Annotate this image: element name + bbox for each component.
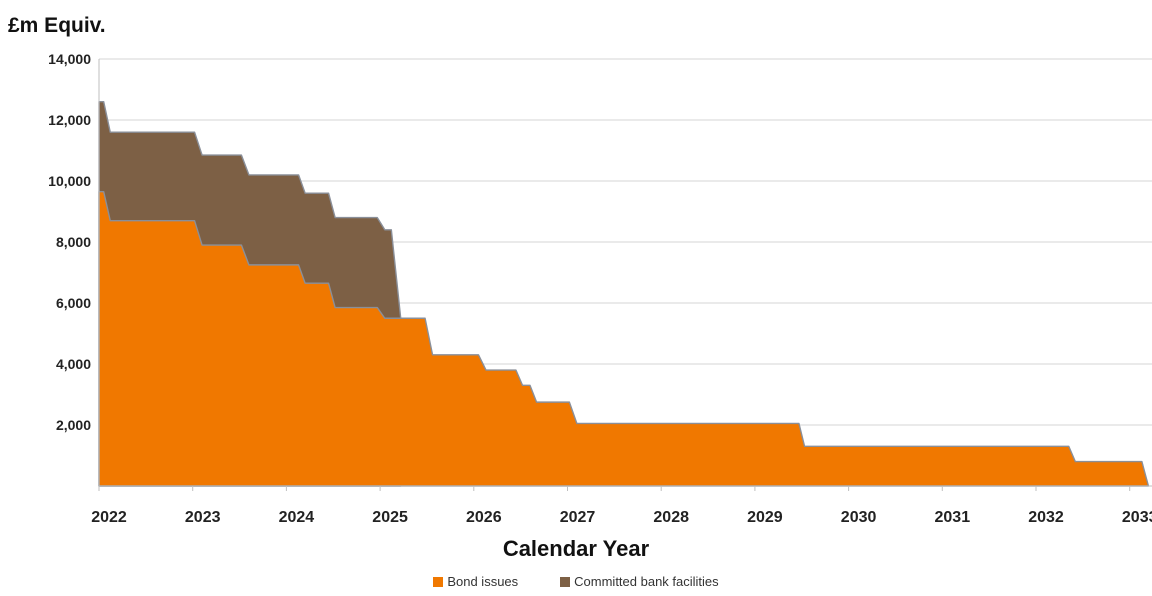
x-tick-label: 2030 xyxy=(841,509,877,526)
area-bond-issues xyxy=(98,190,1150,487)
x-tick-label: 2027 xyxy=(560,509,596,526)
legend-label-bond-issues: Bond issues xyxy=(447,574,519,589)
x-tick-label: 2033 xyxy=(1122,509,1152,526)
x-tick-label: 2029 xyxy=(747,509,783,526)
axes xyxy=(98,59,1152,491)
y-tick-label: 2,000 xyxy=(56,417,91,433)
x-tick-label: 2031 xyxy=(935,509,971,526)
x-axis-title: Calendar Year xyxy=(502,536,650,561)
legend-swatch-bond-issues xyxy=(433,576,444,587)
x-tick-label: 2026 xyxy=(466,509,502,526)
y-tick-label: 4,000 xyxy=(56,356,91,372)
y-tick-label: 6,000 xyxy=(56,295,91,311)
x-tick-label: 2023 xyxy=(185,509,221,526)
plot-areas xyxy=(98,101,1150,487)
y-tick-label: 12,000 xyxy=(48,112,91,128)
y-tick-label: 8,000 xyxy=(56,234,91,250)
x-tick-label: 2022 xyxy=(91,509,127,526)
x-tick-label: 2025 xyxy=(372,509,408,526)
legend: Bond issues Committed bank facilities xyxy=(0,574,1152,589)
legend-item-committed-bank-facilities: Committed bank facilities xyxy=(560,574,719,589)
y-tick-labels: 2,000 4,000 6,000 8,000 10,000 12,000 14,000 xyxy=(48,51,91,433)
x-tick-label: 2032 xyxy=(1028,509,1064,526)
y-tick-label: 14,000 xyxy=(48,51,91,67)
y-axis-title: £m Equiv. xyxy=(8,14,106,37)
legend-label-committed-bank-facilities: Committed bank facilities xyxy=(574,574,719,589)
legend-swatch-committed-bank-facilities xyxy=(560,576,571,587)
y-tick-label: 10,000 xyxy=(48,173,91,189)
x-tick-labels: 2022 2023 2024 2025 2026 2027 2028 2029 2030 2031… xyxy=(91,509,1152,526)
x-tick-label: 2024 xyxy=(279,509,315,526)
x-tick-label: 2028 xyxy=(653,509,689,526)
legend-item-bond-issues: Bond issues xyxy=(433,574,518,589)
